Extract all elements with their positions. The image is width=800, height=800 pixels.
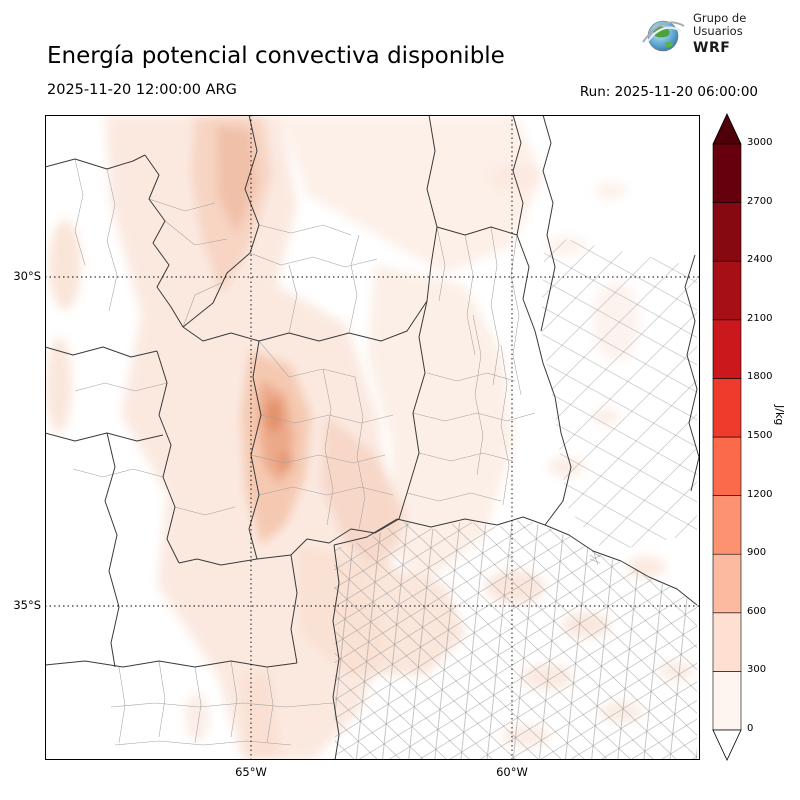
colorbar-segment [712,495,742,555]
colorbar-segment [712,612,742,672]
colorbar-tick-labels: 0 300 600 900 1200 1500 1800 2100 2400 2700 3000 [747,112,791,762]
colorbar-under-arrow [712,729,742,761]
colorbar-segment [712,202,742,262]
colorbar-unit-label: J/kg [773,405,786,426]
colorbar-tick-label: 2400 [747,254,773,266]
wrf-logo: Grupo de Usuarios WRF [640,11,746,57]
argentina-cape-map [45,115,700,760]
colorbar-tick-label: 3000 [747,137,773,148]
colorbar-svg [712,113,742,761]
colorbar-tick-label: 1500 [747,430,773,441]
entrerios-departments-mesh [541,235,697,553]
colorbar-tick-label: 900 [747,547,767,559]
colorbar-over-arrow [712,113,742,145]
page-title: Energía potencial convectiva disponible [47,43,505,70]
lon-tick-60w: 60°W [496,765,528,779]
colorbar-segment [712,260,742,321]
colorbar-segment [712,143,742,203]
province-borders [45,115,700,760]
wrf-logo-text: Grupo de Usuarios WRF [693,10,747,57]
colorbar-segment [712,436,742,496]
lat-tick-35s: 35°S [13,598,41,612]
colorbar-segment [712,319,742,379]
lon-tick-65w: 65°W [235,765,267,779]
colorbar-tick-label: 300 [747,664,767,676]
colorbar-segments [712,143,742,731]
colorbar-tick-label: 600 [747,605,767,617]
colorbar-segment [712,378,742,438]
valid-time: 2025-11-20 12:00:00 ARG [47,82,237,98]
colorbar-segment [712,553,742,614]
logo-org-line1: Grupo de [693,10,747,25]
colorbar [712,112,742,762]
colorbar-tick-label: 0 [747,723,754,734]
logo-org-line2: Usuarios [693,24,743,39]
map-panel [45,115,700,760]
department-borders [72,158,601,746]
buenosaires-departments-mesh [334,519,697,760]
colorbar-tick-label: 1200 [747,488,773,500]
colorbar-tick-label: 1800 [747,371,773,383]
run-time: Run: 2025-11-20 06:00:00 [579,84,758,100]
lat-tick-30s: 30°S [13,269,41,283]
map-frame [45,115,700,760]
colorbar-tick-label: 2100 [747,312,773,324]
logo-org-line3: WRF [693,39,731,56]
wrf-globe-icon [642,20,685,52]
graticule [45,115,700,760]
colorbar-segment [712,671,742,731]
colorbar-tick-label: 2700 [747,195,773,207]
